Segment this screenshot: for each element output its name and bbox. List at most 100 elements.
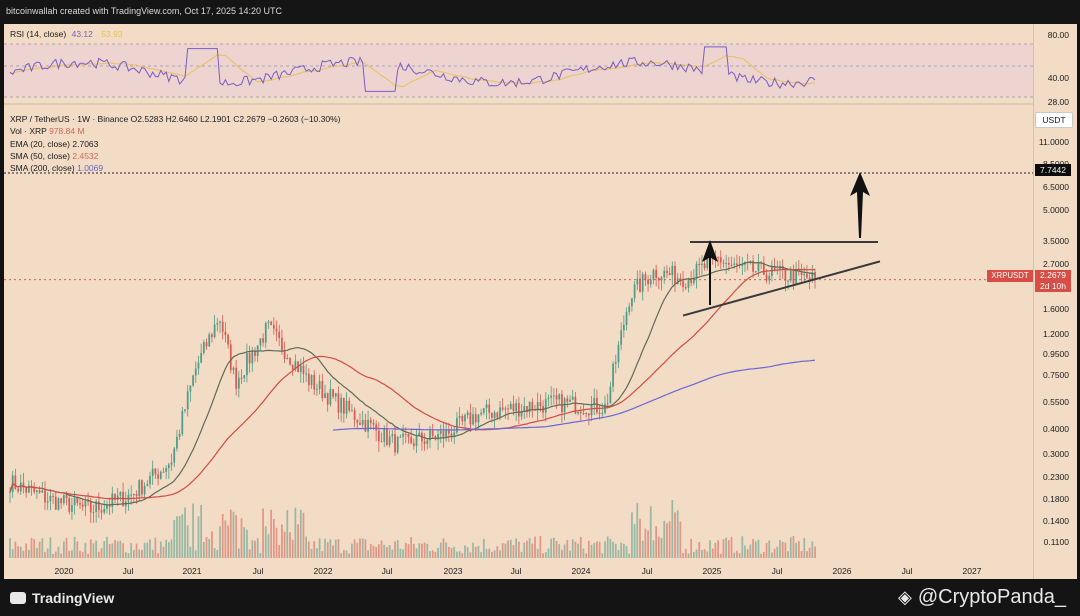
- candle-body: [87, 500, 89, 502]
- volume-bar: [205, 537, 208, 558]
- candle-body: [340, 397, 343, 413]
- volume-bar: [423, 542, 426, 558]
- candle-body: [321, 381, 324, 399]
- volume-bar: [27, 549, 30, 558]
- candle-body: [348, 400, 351, 411]
- volume-bar: [447, 546, 450, 558]
- volume-bar: [224, 520, 227, 558]
- candle-body: [17, 488, 19, 492]
- candle-body: [151, 468, 154, 476]
- volume-bar: [501, 543, 504, 558]
- volume-bar: [544, 552, 547, 558]
- volume-bar: [189, 546, 192, 558]
- volume-bar: [622, 543, 625, 558]
- volume-bar: [647, 530, 649, 558]
- candle-body: [596, 397, 598, 413]
- volume-bar: [84, 542, 87, 558]
- volume-bar: [65, 537, 68, 558]
- volume-bar: [192, 503, 194, 558]
- candle-body: [582, 412, 585, 414]
- candle-body: [482, 408, 485, 413]
- volume-bar: [587, 540, 590, 558]
- volume-bar: [596, 541, 598, 558]
- candle-body: [356, 420, 359, 423]
- candle-body: [275, 328, 278, 332]
- candle-body: [54, 496, 57, 510]
- volume-bar: [22, 550, 25, 558]
- candle-body: [491, 412, 493, 418]
- volume-bar: [779, 540, 781, 558]
- volume-bar: [469, 552, 472, 558]
- volume-bar: [272, 519, 275, 558]
- candle-body: [639, 278, 641, 292]
- candle-body: [442, 431, 445, 439]
- volume-bar: [149, 539, 151, 558]
- candle-body: [803, 273, 806, 276]
- candle-body: [399, 436, 402, 438]
- candle-body: [431, 430, 434, 437]
- volume-bar: [159, 541, 162, 558]
- volume-bar: [92, 543, 95, 558]
- candle-body: [426, 440, 429, 444]
- candle-body: [404, 433, 407, 435]
- candle-body: [149, 475, 151, 485]
- diamond-icon: ◈: [897, 587, 912, 607]
- volume-bar: [458, 551, 461, 558]
- volume-bar: [695, 549, 698, 558]
- candle-body: [765, 274, 768, 281]
- candle-body: [224, 331, 227, 335]
- volume-bar: [240, 518, 243, 558]
- volume-bar: [219, 526, 221, 558]
- volume-bar: [773, 548, 776, 558]
- volume-bar: [383, 544, 386, 558]
- vol-label: Vol · XRP: [10, 126, 47, 137]
- volume-bar: [606, 536, 609, 558]
- volume-bar: [757, 539, 760, 558]
- rsi-line: [9, 46, 816, 92]
- volume-bar: [566, 540, 569, 558]
- volume-bar: [305, 536, 308, 558]
- volume-bar: [687, 553, 690, 558]
- candle-body: [9, 491, 11, 493]
- volume-bar: [402, 549, 404, 558]
- candle-body: [601, 412, 604, 415]
- y-tick-label: 6.5000: [1043, 182, 1069, 193]
- volume-bar: [426, 543, 429, 558]
- candle-body: [227, 334, 229, 345]
- volume-bar: [194, 550, 197, 558]
- chart-area[interactable]: [4, 24, 1033, 579]
- volume-bar: [351, 543, 353, 558]
- volume-bar: [299, 509, 302, 558]
- volume-bar: [628, 553, 631, 558]
- sma200-value: 1.0069: [77, 163, 104, 174]
- volume-bar: [776, 546, 779, 558]
- volume-bar: [232, 511, 235, 558]
- tradingview-logo[interactable]: TradingView: [10, 590, 114, 606]
- candle-body: [342, 397, 345, 414]
- volume-bar: [326, 542, 329, 558]
- volume-bar: [754, 541, 757, 558]
- candle-body: [762, 262, 765, 275]
- candle-body: [33, 486, 36, 493]
- candle-body: [103, 508, 106, 513]
- volume-bar: [62, 541, 65, 558]
- candle-body: [609, 386, 612, 404]
- candle-body: [248, 353, 251, 364]
- volume-bar: [213, 547, 216, 558]
- candle-body: [111, 493, 114, 507]
- volume-bar: [359, 538, 361, 558]
- volume-bar: [281, 524, 283, 558]
- candle-body: [445, 429, 448, 439]
- volume-bar: [792, 536, 795, 558]
- volume-bar: [730, 536, 733, 558]
- volume-bar: [512, 545, 515, 558]
- candle-body: [622, 325, 625, 331]
- candle-body: [307, 373, 310, 386]
- volume-bar: [68, 550, 71, 558]
- currency-button[interactable]: USDT: [1035, 112, 1073, 128]
- candle-body: [447, 429, 450, 434]
- volume-bar: [100, 548, 103, 558]
- candle-body: [30, 485, 33, 487]
- candle-body: [57, 498, 60, 510]
